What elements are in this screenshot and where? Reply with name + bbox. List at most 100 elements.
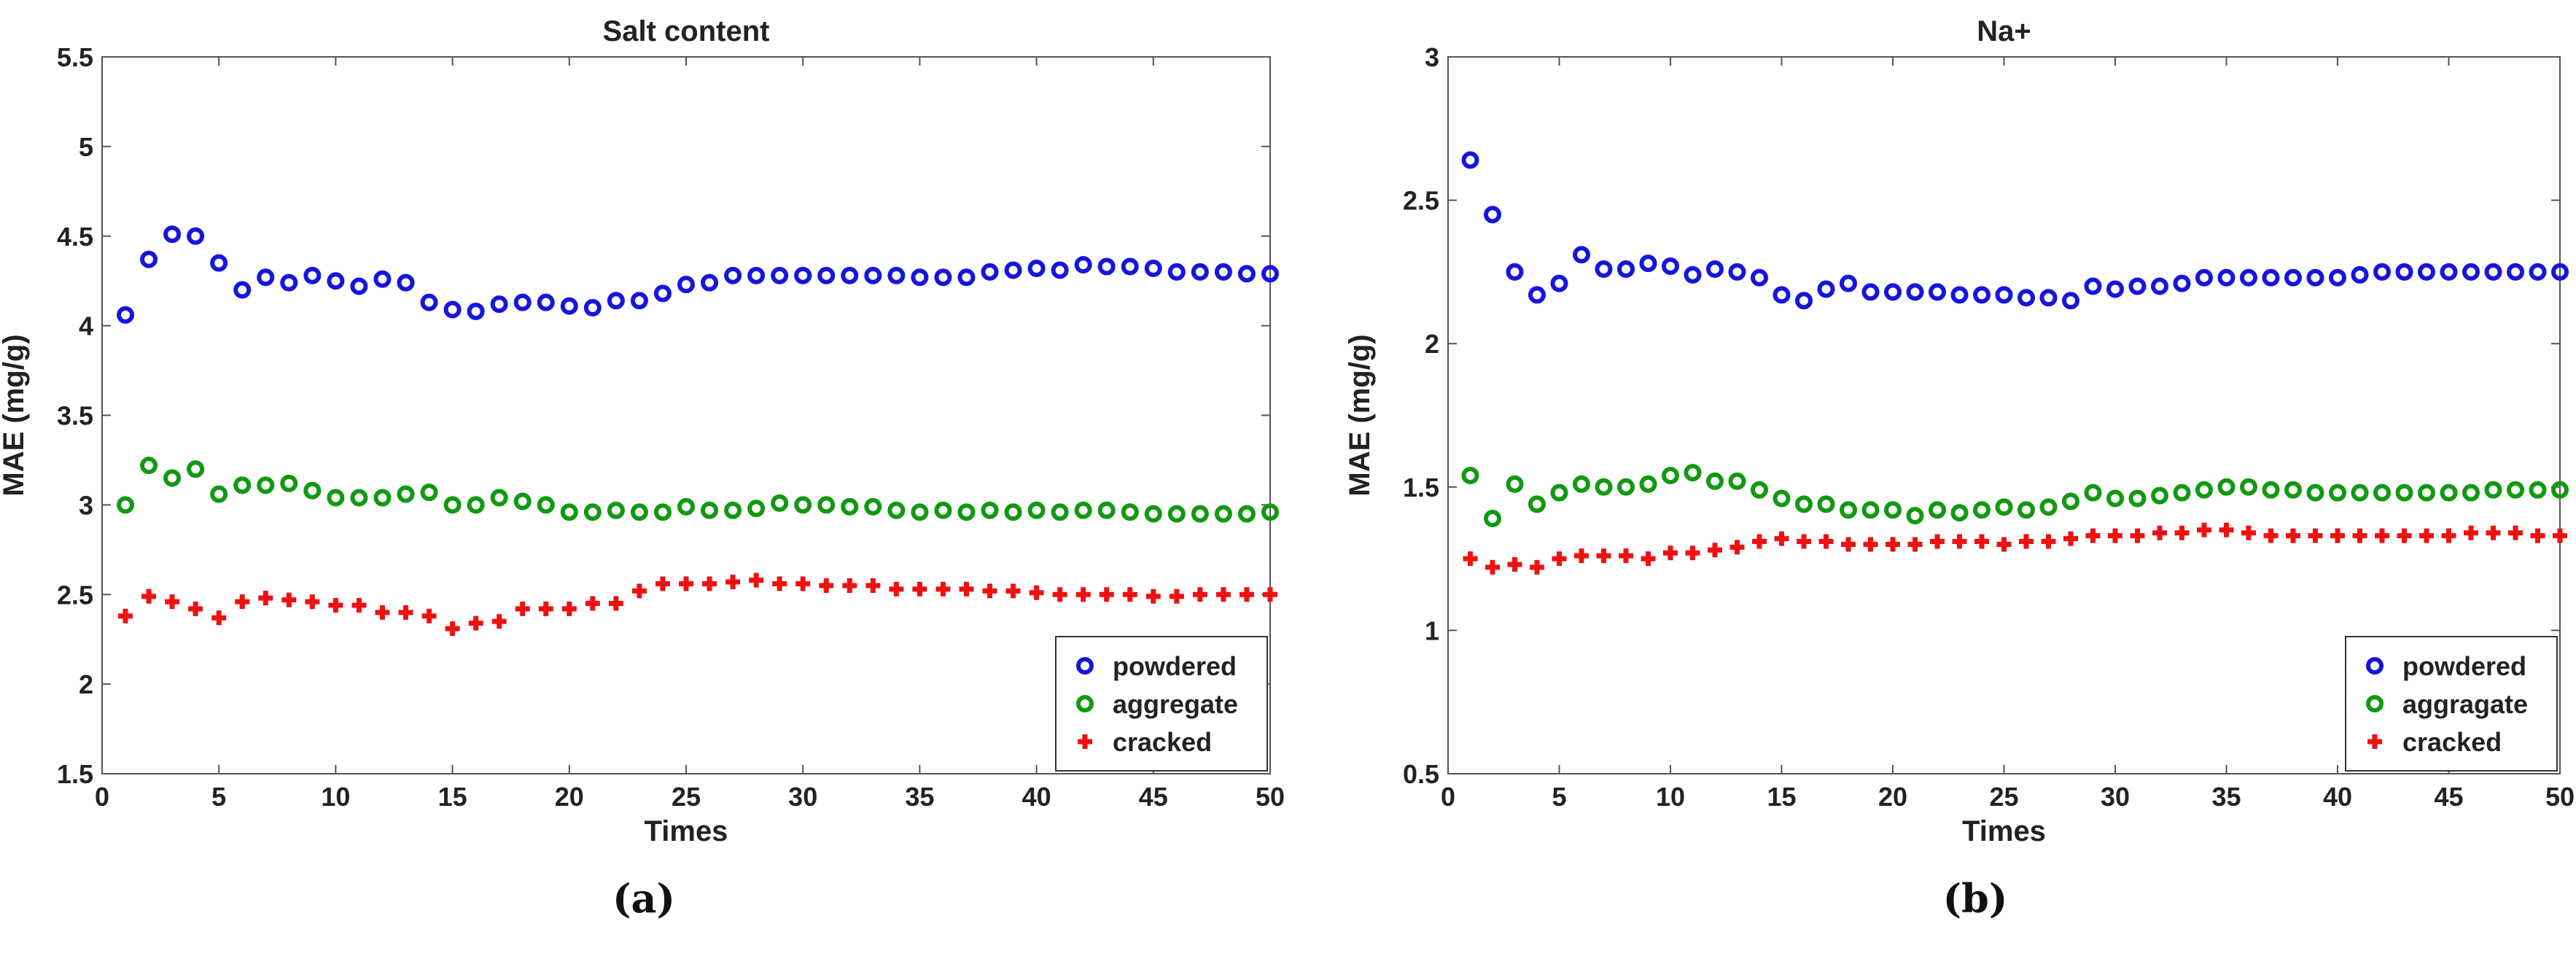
data-point-aggregate: [1004, 503, 1022, 521]
data-point-cracked: [2486, 525, 2501, 540]
chart-b: 0 5 10 15 20 25 30 35 40 45 50 0.5 1 1.5 2 2.5 3 Na+ Times…: [1344, 15, 2575, 847]
data-point-cracked: [2419, 528, 2434, 543]
data-point-aggragate: [2062, 492, 2079, 510]
x-tick-label: 45: [2434, 782, 2463, 812]
chart-panel-b: 0 5 10 15 20 25 30 35 40 45 50 0.5 1 1.5 2 2.5 3 Na+ Times…: [1288, 0, 2576, 971]
data-point-aggregate: [187, 460, 205, 478]
data-point-cracked: [515, 601, 530, 616]
data-point-aggragate: [2484, 481, 2502, 499]
data-point-aggragate: [1595, 478, 1613, 496]
data-point-aggregate: [210, 485, 228, 503]
data-point-aggregate: [724, 501, 742, 519]
data-point-cracked: [2197, 522, 2211, 537]
data-point-cracked: [608, 596, 623, 611]
legend-marker-powdered: [1076, 657, 1094, 675]
data-point-aggregate: [934, 501, 952, 519]
data-point-aggragate: [2039, 498, 2058, 516]
data-point-aggregate: [1237, 505, 1256, 523]
data-point-aggregate: [467, 496, 485, 514]
data-point-cracked: [819, 578, 834, 593]
x-tick-label: 5: [1552, 782, 1566, 812]
data-point-aggregate: [794, 496, 812, 514]
data-point-cracked: [1145, 589, 1161, 604]
data-point-cracked: [1863, 537, 1878, 552]
legend: powdered aggregate cracked: [1055, 636, 1268, 772]
legend-label-aggragate: aggragate: [2402, 689, 2528, 719]
data-point-cracked: [2530, 528, 2545, 543]
legend-label-aggregate: aggregate: [1113, 689, 1238, 719]
data-point-aggregate: [373, 489, 392, 507]
data-point-powdered: [1528, 286, 1546, 304]
data-point-powdered: [397, 273, 415, 292]
data-point-aggragate: [1950, 504, 1969, 522]
data-point-cracked: [1797, 534, 1811, 549]
legend-marker-aggragate: [2366, 695, 2384, 712]
data-point-powdered: [2262, 268, 2280, 287]
data-point-cracked: [725, 575, 741, 590]
data-point-cracked: [1886, 537, 1900, 552]
data-point-aggregate: [1074, 501, 1092, 519]
data-point-powdered: [887, 266, 906, 284]
data-point-cracked: [2219, 522, 2234, 537]
data-point-cracked: [305, 594, 320, 610]
data-point-cracked: [585, 596, 600, 611]
data-point-cracked: [679, 576, 693, 591]
series-powdered: [1461, 151, 2569, 310]
x-tick-label: 25: [672, 782, 701, 812]
data-point-cracked: [2397, 528, 2412, 543]
data-point-powdered: [1167, 263, 1186, 281]
data-point-aggregate: [443, 496, 462, 514]
data-point-aggragate: [2306, 483, 2324, 502]
legend-label-cracked: cracked: [2402, 727, 2502, 757]
data-point-aggragate: [1995, 498, 2013, 516]
data-point-aggragate: [2529, 481, 2547, 499]
data-point-powdered: [911, 268, 929, 287]
data-point-powdered: [2240, 268, 2257, 287]
data-point-cracked: [2041, 534, 2056, 549]
data-point-aggregate: [607, 501, 625, 519]
data-point-aggragate: [2084, 483, 2102, 502]
legend-marker-aggregate: [1076, 695, 1094, 712]
series-aggragate: [1461, 464, 2569, 528]
data-point-powdered: [257, 268, 275, 287]
data-point-aggragate: [1751, 481, 1768, 499]
data-point-aggragate: [1506, 475, 1524, 493]
x-tick-label: 0: [1441, 782, 1455, 812]
data-point-cracked: [1552, 551, 1567, 567]
data-point-cracked: [1663, 545, 1678, 561]
data-point-cracked: [749, 572, 764, 588]
data-point-aggregate: [420, 483, 438, 502]
data-point-aggregate: [887, 501, 906, 519]
data-point-powdered: [630, 292, 648, 310]
data-point-powdered: [2329, 268, 2346, 287]
data-point-powdered: [2195, 268, 2213, 287]
series-cracked: [1463, 522, 2567, 575]
data-point-powdered: [607, 292, 625, 310]
data-point-powdered: [2462, 263, 2480, 281]
y-tick-label: 4: [79, 311, 93, 341]
data-point-powdered: [677, 276, 695, 294]
data-point-cracked: [538, 601, 553, 616]
data-point-aggragate: [1973, 501, 1991, 519]
data-point-cracked: [1841, 537, 1856, 552]
data-point-powdered: [2418, 263, 2435, 281]
data-point-powdered: [747, 266, 766, 284]
data-point-powdered: [117, 306, 135, 324]
data-point-cracked: [1930, 534, 1945, 549]
y-axis-label: MAE (mg/g): [1344, 334, 1376, 496]
legend-label-powdered: powdered: [1113, 651, 1237, 681]
x-tick-label: 10: [1656, 782, 1685, 812]
x-tick-label: 50: [2545, 782, 2575, 812]
data-point-cracked: [1818, 534, 1834, 549]
data-point-cracked: [1708, 543, 1722, 558]
data-point-cracked: [2330, 528, 2345, 543]
data-point-powdered: [1144, 259, 1162, 277]
data-point-aggregate: [1027, 501, 1046, 519]
y-tick-label: 2: [1425, 329, 1439, 359]
data-point-cracked: [1729, 540, 1745, 555]
data-point-cracked: [795, 576, 811, 591]
data-point-powdered: [420, 293, 438, 311]
y-tick-label: 5.5: [57, 42, 93, 72]
chart-a: 0 5 10 15 20 25 30 35 40 45 50 1.5 2 2.5 3 3.5 4 4.5 5 5.5 S…: [0, 15, 1285, 847]
data-point-powdered: [2440, 263, 2458, 281]
